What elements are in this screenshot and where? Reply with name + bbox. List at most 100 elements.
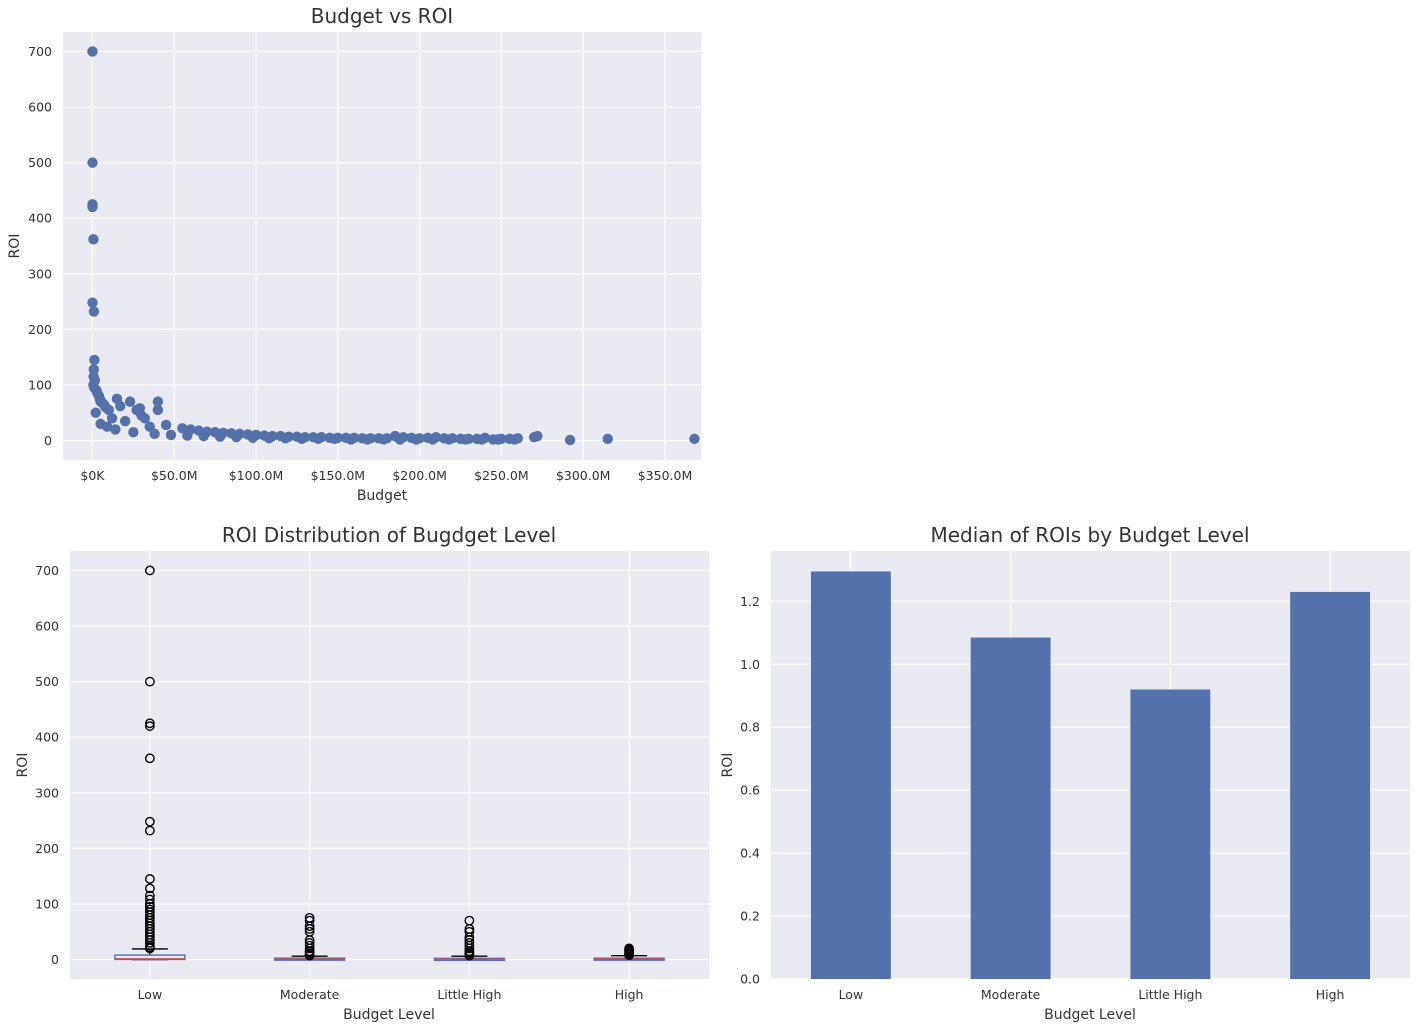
scatter-point [101, 421, 113, 432]
boxplot-outlier [624, 950, 635, 960]
bar-moderate [970, 637, 1051, 979]
scatter-point [329, 433, 340, 445]
scatter-x-tick-label: $250.0M [474, 468, 529, 483]
scatter-x-tick-label: $300.0M [556, 468, 611, 483]
scatter-x-axis-label: Budget [357, 488, 408, 504]
scatter-y-tick-label: 500 [28, 155, 52, 170]
boxplot-outlier [144, 565, 155, 576]
scatter-point [280, 433, 291, 444]
scatter-y-axis-label: ROI [7, 234, 23, 259]
scatter-point [345, 434, 357, 445]
boxplot-outlier [304, 950, 315, 961]
bar-x-ticks: Low Moderate Little High High [839, 987, 1345, 1002]
boxplot-x-tick-label: Low [138, 987, 163, 1002]
scatter-y-tick-label: 700 [28, 44, 52, 59]
scatter-x-tick-label: $50.0M [151, 468, 198, 483]
boxplot-boxes [114, 565, 665, 962]
scatter-point [460, 434, 471, 445]
bar-x-tick-label: Little High [1138, 987, 1202, 1002]
scatter-point [88, 364, 99, 375]
scatter-point [689, 433, 700, 445]
boxplot-gridlines [70, 551, 709, 979]
boxplot-outlier [144, 676, 155, 687]
scatter-point [443, 434, 455, 445]
scatter-y-tick-label: 0 [44, 433, 52, 448]
scatter-y-tick-label: 400 [28, 211, 52, 226]
bar-x-tick-label: High [1316, 987, 1345, 1002]
bar-low [810, 571, 891, 979]
bar-y-tick-label: 1.0 [740, 657, 760, 672]
boxplot-outlier [144, 825, 155, 836]
boxplot-x-axis-label: Budget Level [343, 1007, 435, 1023]
bar-high [1290, 591, 1371, 979]
scatter-y-tick-label: 200 [28, 322, 52, 337]
scatter-point [89, 354, 100, 366]
boxplot-box-little-high [433, 915, 506, 962]
scatter-x-tick-label: $100.0M [229, 468, 284, 483]
boxplot-y-tick-label: 200 [35, 841, 59, 856]
boxplot-box-low [114, 565, 186, 961]
scatter-point [128, 427, 139, 438]
boxplot-y-tick-label: 0 [51, 952, 59, 967]
bar-x-tick-label: Moderate [981, 987, 1041, 1002]
scatter-y-tick-label: 100 [28, 377, 52, 392]
boxplot-outlier [464, 950, 475, 961]
boxplot-outlier [144, 718, 155, 729]
scatter-point [152, 404, 164, 416]
scatter-point [296, 433, 308, 445]
boxplot-y-tick-label: 500 [35, 674, 59, 689]
bar-x-tick-label: Low [839, 987, 864, 1002]
bar-little-high [1130, 689, 1211, 979]
bar-bars [810, 571, 1371, 979]
scatter-point [160, 419, 172, 431]
boxplot-box-moderate [273, 912, 346, 961]
scatter-y-tick-label: 300 [28, 266, 52, 281]
scatter-point [88, 234, 99, 245]
bar-y-tick-label: 0.6 [740, 783, 760, 798]
boxplot-y-ticks: 0 100 200 300 400 500 600 700 [35, 563, 59, 967]
boxplot-outlier [304, 921, 315, 932]
boxplot-x-ticks: Low Moderate Little High High [138, 987, 644, 1002]
boxplot-title: ROI Distribution of Bugdget Level [222, 523, 556, 547]
scatter-point [214, 431, 226, 442]
scatter-point [115, 400, 126, 412]
bar-y-axis-label: ROI [720, 753, 736, 778]
boxplot-outlier [144, 894, 155, 905]
boxplot-x-tick-label: Moderate [280, 987, 340, 1002]
scatter-point [110, 424, 121, 435]
bar-x-axis-label: Budget Level [1044, 1007, 1136, 1023]
boxplot-outlier [144, 721, 155, 731]
bar-y-tick-label: 1.2 [740, 594, 760, 609]
scatter-x-tick-label: $200.0M [392, 468, 447, 483]
scatter-point [564, 434, 576, 446]
boxplot-y-tick-label: 700 [35, 563, 59, 578]
scatter-y-tick-label: 600 [28, 100, 52, 115]
boxplot-panel: Low Moderate Little High High 0 100 200 300 400… [15, 523, 709, 1023]
scatter-point [182, 430, 193, 441]
bar-y-tick-label: 0.0 [740, 972, 760, 987]
scatter-plot-area [63, 32, 701, 460]
boxplot-outlier [464, 943, 475, 954]
scatter-point [247, 432, 258, 443]
boxplot-y-tick-label: 600 [35, 619, 59, 634]
scatter-panel: $0K $50.0M $100.0M $150.0M $200.0M $250.0M $30… [7, 4, 701, 504]
boxplot-y-tick-label: 100 [35, 896, 59, 911]
boxplot-outlier [304, 943, 315, 954]
bar-y-tick-label: 0.8 [740, 720, 760, 735]
boxplot-x-tick-label: High [615, 987, 644, 1002]
scatter-points [87, 46, 700, 446]
boxplot-y-axis-label: ROI [15, 753, 31, 778]
scatter-point [119, 415, 131, 427]
scatter-x-tick-label: $350.0M [638, 468, 693, 483]
scatter-point [152, 396, 164, 407]
scatter-point [87, 46, 98, 57]
scatter-point [411, 434, 422, 445]
bar-y-tick-label: 0.4 [740, 846, 760, 861]
scatter-point [509, 434, 520, 445]
scatter-point [492, 434, 504, 445]
boxplot-y-tick-label: 400 [35, 730, 59, 745]
bar-panel: Low Moderate Little High High 0.00.20.40.60… [720, 523, 1410, 1023]
scatter-x-tick-label: $150.0M [311, 468, 366, 483]
scatter-point [313, 433, 324, 445]
scatter-x-tick-label: $0K [80, 468, 105, 483]
